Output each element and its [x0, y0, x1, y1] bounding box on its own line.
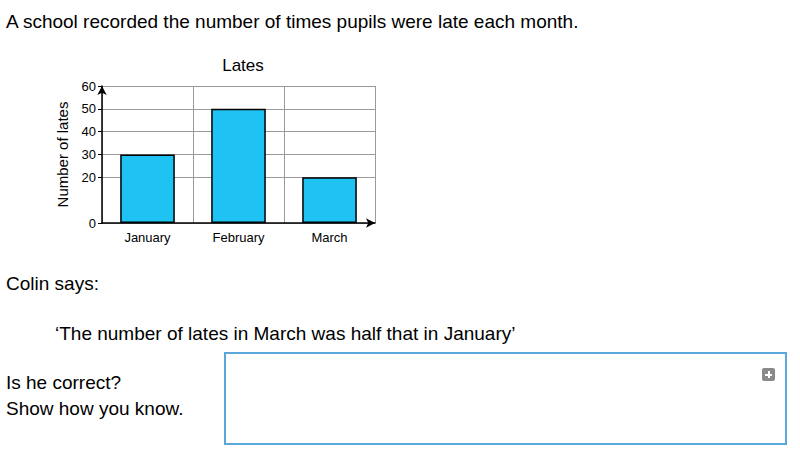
svg-text:March: March: [311, 230, 347, 245]
html-text:Show how you know.: Show how you know.: [6, 398, 184, 419]
svg-text:40: 40: [82, 124, 96, 139]
svg-text:February: February: [212, 230, 265, 245]
svg-text:60: 60: [82, 79, 96, 94]
svg-text:0: 0: [89, 216, 96, 231]
html-text:‘The number of lates in March: ‘The number of lates in March was half t…: [55, 323, 516, 344]
html-text:Is he correct?: Is he correct?: [6, 372, 122, 393]
svg-text:20: 20: [82, 170, 96, 185]
svg-text:January: January: [124, 230, 171, 245]
html-text:A school recorded the number o: A school recorded the number of times pu…: [6, 11, 579, 32]
svg-text:50: 50: [82, 101, 96, 116]
html-text:Colin says:: Colin says:: [6, 273, 99, 294]
svg-text:Lates: Lates: [222, 56, 264, 75]
svg-text:30: 30: [82, 147, 96, 162]
svg-text:Number of lates: Number of lates: [54, 102, 71, 208]
